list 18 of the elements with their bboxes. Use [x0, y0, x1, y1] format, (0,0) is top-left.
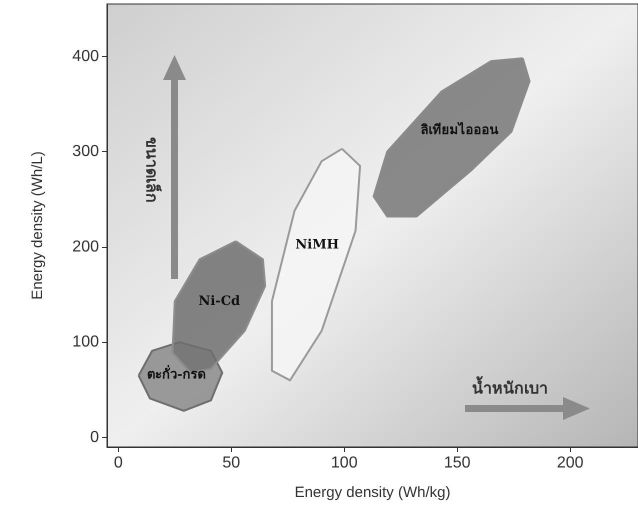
series-label: ลิเทียมไอออน — [420, 120, 498, 138]
series-label: NiMH — [295, 237, 339, 252]
y-tick-label: 0 — [90, 428, 100, 446]
x-tick-label: 150 — [444, 454, 471, 472]
y-axis-title: Energy density (Wh/L) — [29, 151, 46, 300]
x-axis-title: Energy density (Wh/kg) — [294, 484, 450, 501]
y-tick-label: 300 — [72, 143, 100, 160]
x-tick-label: 50 — [222, 454, 240, 472]
series-label: ตะกั่ว-กรด — [147, 364, 206, 383]
series-label: Ni-Cd — [198, 294, 240, 309]
y-tick-label: 200 — [72, 238, 100, 256]
y-tick-label: 100 — [72, 334, 100, 351]
x-tick-label: 100 — [330, 454, 358, 472]
y-tick-label: 400 — [72, 48, 100, 65]
x-tick-label: 0 — [114, 454, 123, 472]
annotation: น้ำหนักเบา — [472, 376, 548, 398]
annotation: ขนาดเล็ก — [142, 137, 164, 203]
x-tick-label: 200 — [556, 454, 584, 472]
